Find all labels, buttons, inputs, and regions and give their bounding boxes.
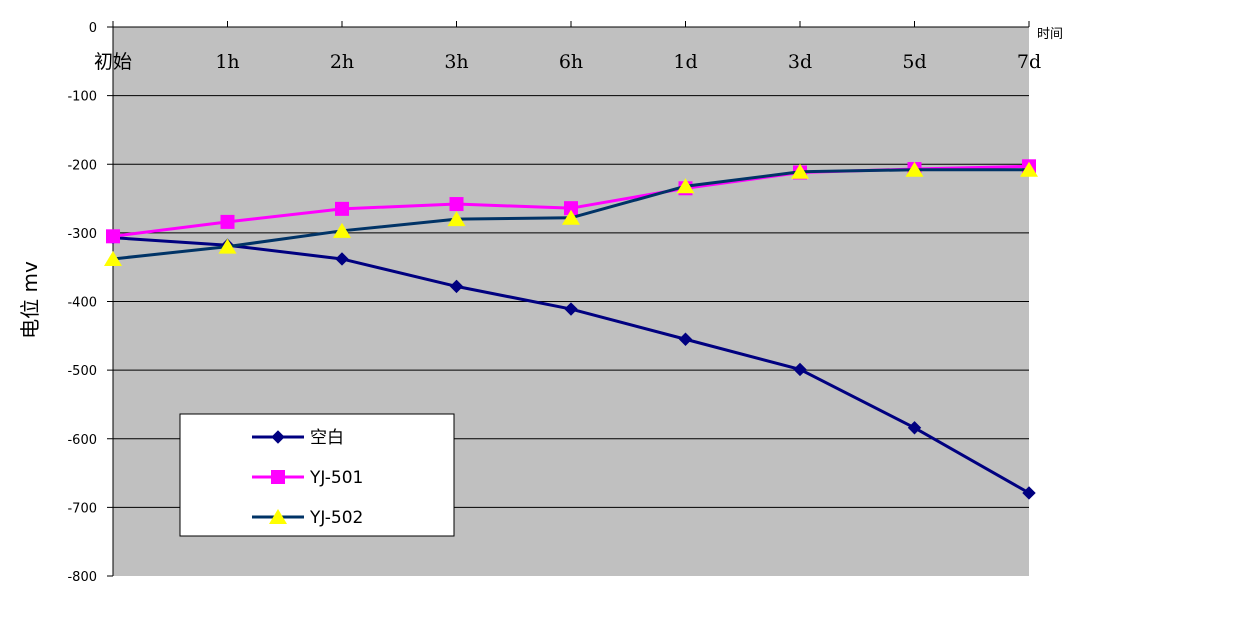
y-tick-label: -600 bbox=[67, 433, 97, 448]
y-axis-ticks: 0 -100 -200 -300 -400 -500 -600 -700 -800 bbox=[67, 21, 113, 585]
y-tick-label: -200 bbox=[67, 158, 97, 173]
data-point bbox=[562, 209, 580, 225]
y-tick-label: -400 bbox=[67, 296, 97, 311]
y-tick-label: -700 bbox=[67, 501, 97, 516]
data-point bbox=[335, 201, 349, 216]
data-point bbox=[333, 222, 351, 238]
data-point bbox=[449, 197, 464, 212]
data-point bbox=[271, 430, 285, 444]
x-tick-label: 1d bbox=[673, 51, 697, 73]
series-2 bbox=[104, 161, 1038, 266]
x-tick-label: 3h bbox=[444, 51, 468, 73]
legend-label: YJ-502 bbox=[309, 508, 363, 528]
x-axis-title: 时间 bbox=[1037, 27, 1063, 42]
data-point bbox=[218, 238, 237, 254]
data-point bbox=[269, 509, 287, 524]
series-group bbox=[104, 159, 1038, 500]
y-tick-label: -300 bbox=[67, 227, 97, 242]
legend: 空白 YJ-501 YJ-502 bbox=[179, 413, 455, 537]
x-tick-label: 6h bbox=[559, 51, 583, 73]
y-tick-label: 0 bbox=[89, 21, 97, 36]
legend-box bbox=[179, 413, 455, 537]
data-point bbox=[676, 178, 695, 194]
data-point bbox=[335, 252, 349, 266]
x-tick-label: 2h bbox=[330, 51, 354, 73]
data-point bbox=[564, 201, 578, 216]
x-tick-label: 1h bbox=[215, 51, 239, 73]
data-point bbox=[905, 161, 924, 177]
data-point bbox=[791, 163, 809, 179]
legend-item: YJ-502 bbox=[252, 508, 363, 528]
y-axis-title: 电位 mv bbox=[18, 261, 42, 339]
data-point bbox=[907, 421, 922, 435]
data-point bbox=[678, 332, 693, 346]
data-point bbox=[1020, 161, 1038, 177]
x-tick-label: 3d bbox=[788, 51, 812, 73]
data-point bbox=[449, 279, 464, 294]
legend-item: YJ-501 bbox=[252, 468, 363, 488]
y-tick-label: -100 bbox=[67, 90, 97, 105]
y-tick-label: -800 bbox=[67, 570, 97, 585]
data-point bbox=[564, 302, 578, 316]
x-tick-label: 7d bbox=[1017, 51, 1041, 73]
x-tick-label: 5d bbox=[902, 51, 926, 73]
data-point bbox=[106, 229, 120, 244]
legend-item: 空白 bbox=[252, 428, 344, 448]
data-point bbox=[793, 362, 807, 377]
data-point bbox=[104, 250, 122, 266]
y-tick-label: -500 bbox=[67, 364, 97, 379]
data-point bbox=[220, 214, 235, 229]
legend-label: 空白 bbox=[310, 428, 344, 448]
legend-label: YJ-501 bbox=[309, 468, 363, 488]
data-point bbox=[271, 470, 285, 484]
data-point bbox=[1022, 486, 1036, 500]
data-point bbox=[447, 211, 466, 227]
gridlines bbox=[113, 95, 1029, 508]
